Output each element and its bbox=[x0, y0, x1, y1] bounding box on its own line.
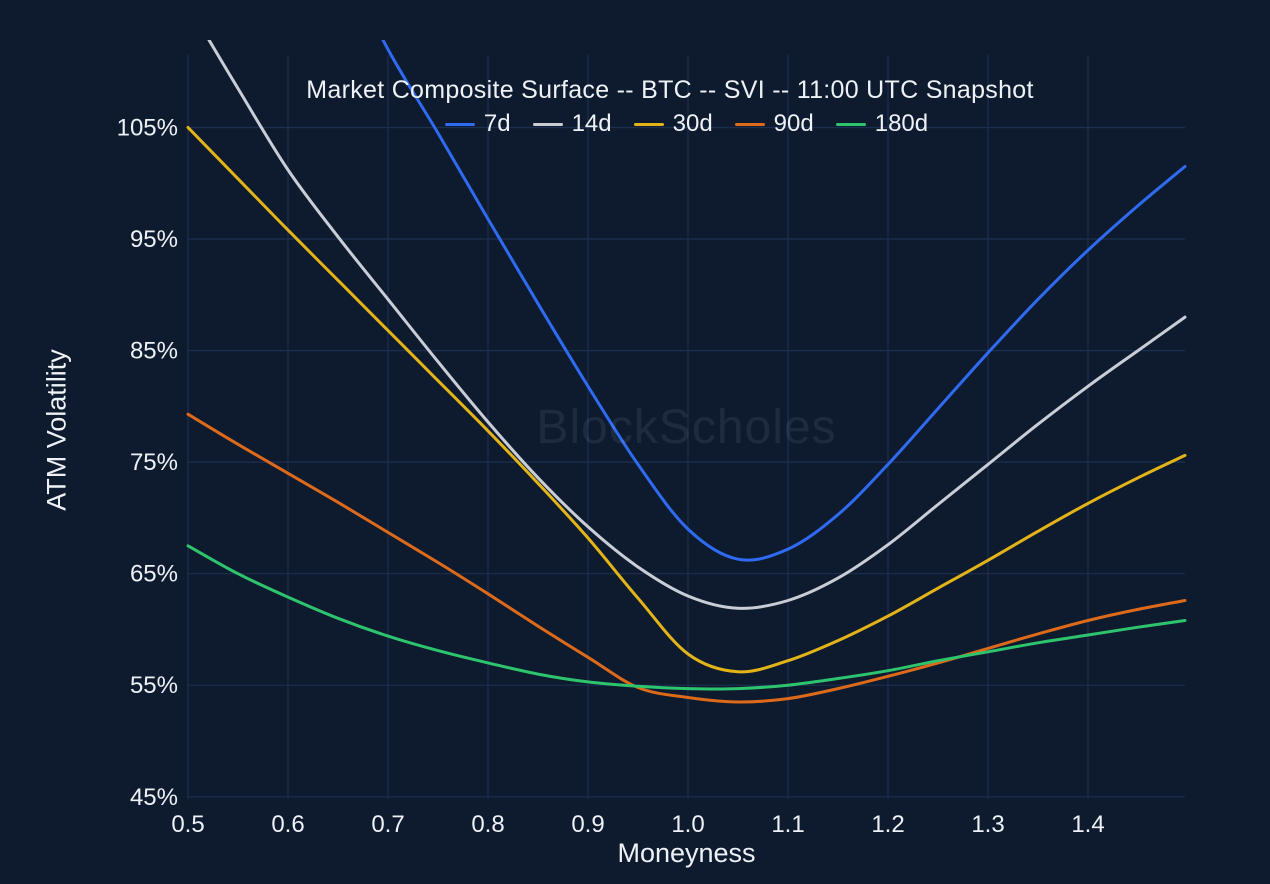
x-tick-label: 0.7 bbox=[371, 811, 404, 838]
series-line-14d[interactable] bbox=[207, 38, 1187, 610]
x-tick-label: 1.3 bbox=[971, 811, 1004, 838]
legend-line-icon bbox=[734, 122, 765, 126]
y-tick-label: 105% bbox=[117, 115, 178, 142]
x-tick-label: 0.9 bbox=[571, 811, 604, 838]
legend-line-icon bbox=[835, 122, 866, 126]
legend-line-icon bbox=[532, 122, 563, 126]
y-tick-label: 85% bbox=[130, 338, 178, 365]
legend-label: 180d bbox=[874, 110, 929, 137]
legend-item-180d[interactable]: 180d bbox=[835, 110, 929, 138]
x-axis-title: Moneyness bbox=[617, 838, 756, 868]
y-tick-label: 95% bbox=[130, 226, 178, 253]
x-tick-label: 1.2 bbox=[871, 811, 904, 838]
legend-label: 90d bbox=[773, 110, 814, 137]
legend-line-icon bbox=[633, 122, 664, 126]
legend-label: 14d bbox=[571, 110, 612, 137]
series-line-180d[interactable] bbox=[186, 544, 1187, 691]
legend-item-14d[interactable]: 14d bbox=[532, 110, 612, 138]
x-tick-label: 1.4 bbox=[1071, 811, 1104, 838]
x-tick-label: 0.8 bbox=[471, 811, 504, 838]
series-line-7d[interactable] bbox=[338, 0, 1187, 562]
x-tick-label: 0.5 bbox=[171, 811, 204, 838]
legend-item-30d[interactable]: 30d bbox=[633, 110, 713, 138]
chart-title: Market Composite Surface -- BTC -- SVI -… bbox=[306, 76, 1034, 104]
y-axis-title: ATM Volatility bbox=[41, 349, 72, 511]
y-tick-label: 65% bbox=[130, 561, 178, 588]
y-tick-label: 75% bbox=[130, 449, 178, 476]
series-line-90d[interactable] bbox=[186, 412, 1187, 704]
x-tick-label: 0.6 bbox=[271, 811, 304, 838]
x-tick-label: 1.0 bbox=[671, 811, 704, 838]
legend-label: 30d bbox=[672, 110, 713, 137]
legend-item-90d[interactable]: 90d bbox=[734, 110, 814, 138]
legend: 7d 14d 30d 90d 180d bbox=[188, 110, 1185, 138]
legend-line-icon bbox=[444, 122, 475, 126]
series-line-30d[interactable] bbox=[186, 126, 1187, 674]
legend-label: 7d bbox=[483, 110, 511, 137]
y-tick-label: 45% bbox=[130, 784, 178, 811]
y-tick-label: 55% bbox=[130, 672, 178, 699]
legend-item-7d[interactable]: 7d bbox=[444, 110, 511, 138]
x-tick-label: 1.1 bbox=[771, 811, 804, 838]
